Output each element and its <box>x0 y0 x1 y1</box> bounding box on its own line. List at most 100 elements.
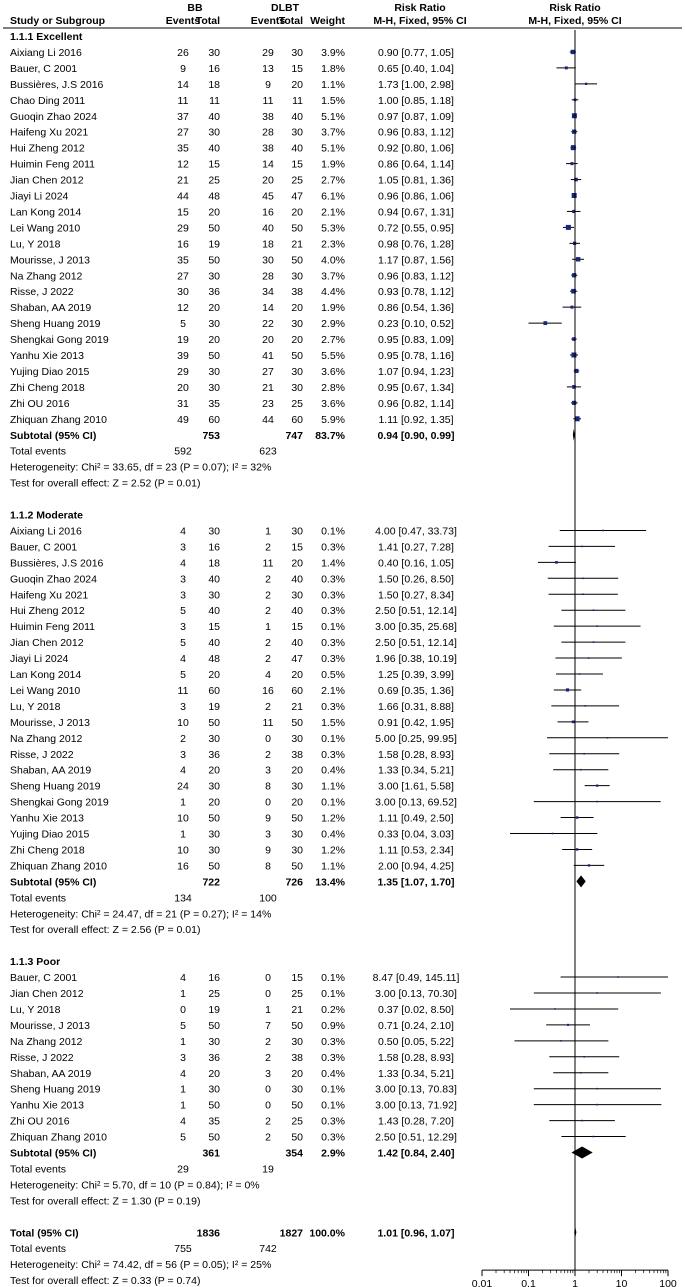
study-events-bb: 1 <box>180 1036 186 1048</box>
study-total-dlbt: 40 <box>291 637 303 649</box>
study-ci: 0.94 [0.67, 1.31] <box>378 206 454 218</box>
x-axis-tick-label: 10 <box>616 1278 628 1287</box>
grand-overall-effect-text: Test for overall effect: Z = 0.33 (P = 0… <box>10 1275 200 1287</box>
study-point-marker <box>551 832 554 835</box>
total-events-bb: 29 <box>177 1163 189 1175</box>
study-name: Huimin Feng 2011 <box>10 159 95 171</box>
study-weight: 0.3% <box>321 589 345 601</box>
study-events-dlbt: 20 <box>262 175 274 187</box>
study-weight: 2.8% <box>321 382 345 394</box>
study-events-dlbt: 41 <box>262 350 274 362</box>
study-events-bb: 35 <box>177 254 189 266</box>
study-events-dlbt: 40 <box>262 222 274 234</box>
study-events-dlbt: 2 <box>265 749 271 761</box>
study-weight: 2.7% <box>321 175 345 187</box>
study-weight: 5.9% <box>321 414 345 426</box>
study-name: Aixiang Li 2016 <box>10 525 82 537</box>
study-ci: 1.00 [0.85, 1.18] <box>378 95 454 107</box>
study-ci: 0.95 [0.83, 1.09] <box>378 334 454 346</box>
study-name: Zhi Cheng 2018 <box>10 382 85 394</box>
study-weight: 0.9% <box>321 1020 345 1032</box>
total-events-bb: 592 <box>174 446 192 458</box>
study-total-dlbt: 30 <box>291 589 303 601</box>
study-total-bb: 20 <box>208 1068 220 1080</box>
study-events-bb: 12 <box>177 302 189 314</box>
header-total-dlbt: Total <box>279 15 303 27</box>
study-events-dlbt: 2 <box>265 605 271 617</box>
study-name: Lan Kong 2014 <box>10 669 81 681</box>
study-weight: 0.3% <box>321 573 345 585</box>
study-point-marker <box>564 66 568 70</box>
study-total-dlbt: 50 <box>291 1100 303 1112</box>
study-ci: 4.00 [0.47, 33.73] <box>375 525 457 537</box>
study-weight: 4.0% <box>321 254 345 266</box>
study-point-marker <box>571 720 575 724</box>
study-ci: 0.92 [0.80, 1.06] <box>378 143 454 155</box>
study-total-bb: 15 <box>208 621 220 633</box>
study-name: Hui Zheng 2012 <box>10 143 85 155</box>
study-weight: 1.2% <box>321 844 345 856</box>
study-events-dlbt: 3 <box>265 1068 271 1080</box>
study-ci: 0.33 [0.04, 3.03] <box>378 829 454 841</box>
study-total-bb: 50 <box>208 222 220 234</box>
study-total-bb: 36 <box>208 749 220 761</box>
study-ci: 1.07 [0.94, 1.23] <box>378 366 454 378</box>
study-total-bb: 50 <box>208 254 220 266</box>
study-name: Bussières, J.S 2016 <box>10 79 104 91</box>
study-point-marker <box>560 1040 562 1042</box>
study-total-dlbt: 21 <box>291 1004 303 1016</box>
study-ci: 3.00 [0.13, 71.92] <box>375 1100 457 1112</box>
study-ci: 3.00 [1.61, 5.58] <box>378 781 454 793</box>
study-events-bb: 3 <box>180 541 186 553</box>
study-point-marker <box>582 593 584 596</box>
study-weight: 4.4% <box>321 286 345 298</box>
study-events-dlbt: 14 <box>262 302 274 314</box>
study-name: Aixiang Li 2016 <box>10 47 82 59</box>
study-events-bb: 4 <box>180 1068 186 1080</box>
study-name: Lei Wang 2010 <box>10 222 80 234</box>
study-total-dlbt: 30 <box>291 733 303 745</box>
header-study: Study or Subgroup <box>10 15 105 27</box>
study-name: Guoqin Zhao 2024 <box>10 111 97 123</box>
study-events-bb: 12 <box>177 159 189 171</box>
study-events-bb: 3 <box>180 749 186 761</box>
study-ci: 0.71 [0.24, 2.10] <box>378 1020 454 1032</box>
study-weight: 0.4% <box>321 765 345 777</box>
study-total-bb: 30 <box>208 525 220 537</box>
study-events-bb: 29 <box>177 366 189 378</box>
study-events-dlbt: 0 <box>265 1100 271 1112</box>
study-ci: 2.50 [0.51, 12.14] <box>375 637 457 649</box>
study-point-marker <box>583 752 586 755</box>
study-total-dlbt: 30 <box>291 382 303 394</box>
study-weight: 0.1% <box>321 972 345 984</box>
study-name: Jiayi Li 2024 <box>10 653 69 665</box>
study-events-dlbt: 2 <box>265 637 271 649</box>
study-weight: 2.1% <box>321 206 345 218</box>
study-total-dlbt: 25 <box>291 175 303 187</box>
study-events-dlbt: 2 <box>265 573 271 585</box>
study-ci: 0.69 [0.35, 1.36] <box>378 685 454 697</box>
subgroup-title: 1.1.3 Poor <box>10 956 60 968</box>
study-events-dlbt: 3 <box>265 765 271 777</box>
study-total-bb: 48 <box>208 191 220 203</box>
subgroup-title: 1.1.1 Excellent <box>10 31 83 43</box>
study-events-dlbt: 8 <box>265 781 271 793</box>
study-events-bb: 5 <box>180 318 186 330</box>
study-name: Zhi Cheng 2018 <box>10 844 85 856</box>
study-events-bb: 11 <box>178 685 189 697</box>
total-ci: 1.01 [0.96, 1.07] <box>377 1227 454 1239</box>
study-ci: 0.96 [0.83, 1.12] <box>378 127 454 139</box>
study-total-dlbt: 40 <box>291 143 303 155</box>
study-name: Zhi OU 2016 <box>10 398 70 410</box>
study-total-dlbt: 50 <box>291 1132 303 1144</box>
study-weight: 0.3% <box>321 653 345 665</box>
study-weight: 3.7% <box>321 270 345 282</box>
study-total-bb: 30 <box>208 733 220 745</box>
study-total-dlbt: 30 <box>291 127 303 139</box>
header-rr-method: M-H, Fixed, 95% CI <box>373 15 466 27</box>
study-events-dlbt: 23 <box>262 398 274 410</box>
study-name: Risse, J 2022 <box>10 1052 74 1064</box>
study-total-dlbt: 40 <box>291 573 303 585</box>
subtotal-total-bb: 722 <box>202 876 220 888</box>
study-events-bb: 5 <box>180 605 186 617</box>
